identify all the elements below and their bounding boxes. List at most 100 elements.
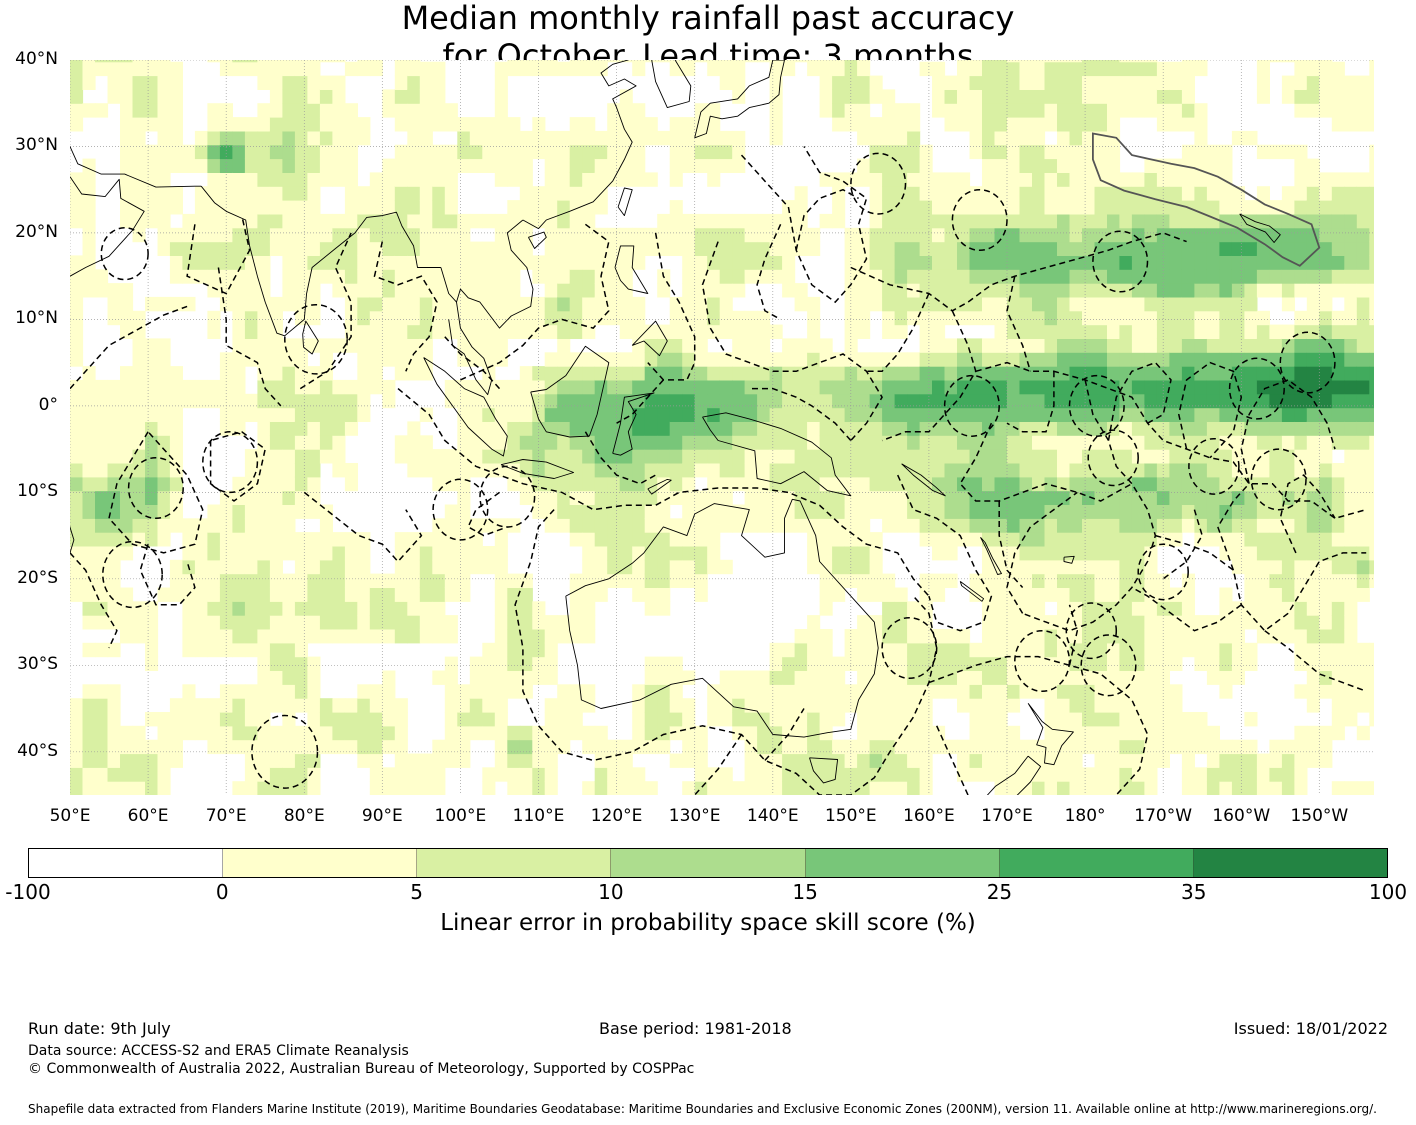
skill-cell (707, 781, 721, 795)
skill-cell (182, 532, 196, 547)
skill-cell (1356, 379, 1370, 395)
skill-cell (907, 504, 921, 519)
skill-cell (1119, 739, 1133, 755)
skill-cell (394, 241, 408, 256)
skill-cell (657, 698, 671, 713)
skill-cell (132, 753, 146, 768)
skill-cell (944, 463, 958, 478)
skill-cell (1344, 393, 1358, 409)
skill-cell (294, 200, 308, 215)
skill-cell (1069, 283, 1083, 298)
skill-cell (957, 739, 971, 755)
skill-cell (1069, 559, 1083, 575)
skill-cell (1156, 753, 1170, 768)
skill-cell (832, 352, 846, 367)
skill-cell (1319, 75, 1333, 90)
skill-cell (457, 255, 471, 270)
skill-cell (569, 725, 583, 741)
skill-cell (719, 130, 733, 146)
skill-cell (444, 324, 458, 339)
skill-cell (682, 490, 696, 505)
skill-cell (1331, 103, 1345, 118)
skill-cell (594, 532, 608, 547)
skill-cell (1144, 103, 1158, 118)
skill-cell (982, 559, 996, 575)
skill-cell (145, 753, 159, 768)
skill-cell (744, 476, 758, 492)
skill-cell (1269, 324, 1283, 339)
skill-cell (219, 366, 233, 381)
skill-cell (1344, 310, 1358, 326)
skill-cell (757, 670, 771, 685)
skill-cell (732, 227, 746, 243)
skill-cell (219, 103, 233, 118)
skill-cell (419, 269, 433, 284)
skill-cell (444, 546, 458, 561)
skill-cell (1256, 601, 1270, 616)
skill-cell (307, 227, 321, 243)
skill-cell (782, 656, 796, 671)
skill-cell (632, 117, 646, 132)
skill-cell (332, 338, 346, 353)
skill-cell (794, 421, 808, 436)
skill-cell (244, 753, 258, 768)
skill-cell (519, 449, 533, 464)
skill-cell (932, 352, 946, 367)
skill-cell (369, 338, 383, 353)
skill-cell (95, 393, 109, 409)
skill-cell (919, 573, 933, 588)
skill-cell (844, 532, 858, 547)
skill-cell (257, 532, 271, 547)
skill-cell (1269, 144, 1283, 160)
skill-cell (1206, 781, 1220, 795)
skill-cell (1344, 587, 1358, 602)
skill-cell (1331, 75, 1345, 90)
skill-cell (82, 463, 96, 478)
skill-cell (969, 117, 983, 132)
skill-cell (969, 296, 983, 312)
skill-cell (1219, 684, 1233, 699)
skill-cell (307, 698, 321, 713)
skill-cell (632, 103, 646, 118)
skill-cell (244, 338, 258, 353)
skill-cell (932, 684, 946, 699)
skill-cell (507, 781, 521, 795)
skill-cell (382, 379, 396, 395)
skill-cell (282, 725, 296, 741)
skill-cell (120, 435, 134, 450)
skill-cell (120, 601, 134, 616)
skill-cell (594, 255, 608, 270)
skill-cell (932, 546, 946, 561)
skill-cell (1156, 324, 1170, 339)
skill-cell (607, 546, 621, 561)
skill-cell (557, 144, 571, 160)
skill-cell (494, 546, 508, 561)
skill-cell (969, 89, 983, 104)
skill-cell (169, 158, 183, 173)
skill-cell (357, 310, 371, 326)
skill-cell (657, 352, 671, 367)
skill-cell (1094, 725, 1108, 741)
skill-cell (1219, 435, 1233, 450)
skill-cell (569, 435, 583, 450)
skill-cell (457, 130, 471, 146)
skill-cell (1007, 753, 1021, 768)
map-title-line-1: Median monthly rainfall past accuracy (401, 0, 1015, 37)
skill-cell (919, 684, 933, 699)
skill-cell (1019, 283, 1033, 298)
skill-cell (1306, 725, 1320, 741)
skill-cell (307, 200, 321, 215)
skill-cell (1206, 393, 1220, 409)
new-zealand-north-coast (1027, 703, 1074, 766)
skill-cell (982, 656, 996, 671)
skill-cell (832, 421, 846, 436)
skill-cell (244, 767, 258, 782)
skill-cell (657, 213, 671, 229)
skill-cell (332, 158, 346, 173)
skill-cell (432, 89, 446, 104)
skill-cell (82, 518, 96, 533)
skill-cell (269, 463, 283, 478)
skill-cell (982, 60, 996, 63)
eez-circle (1068, 374, 1125, 437)
skill-cell (557, 283, 571, 298)
